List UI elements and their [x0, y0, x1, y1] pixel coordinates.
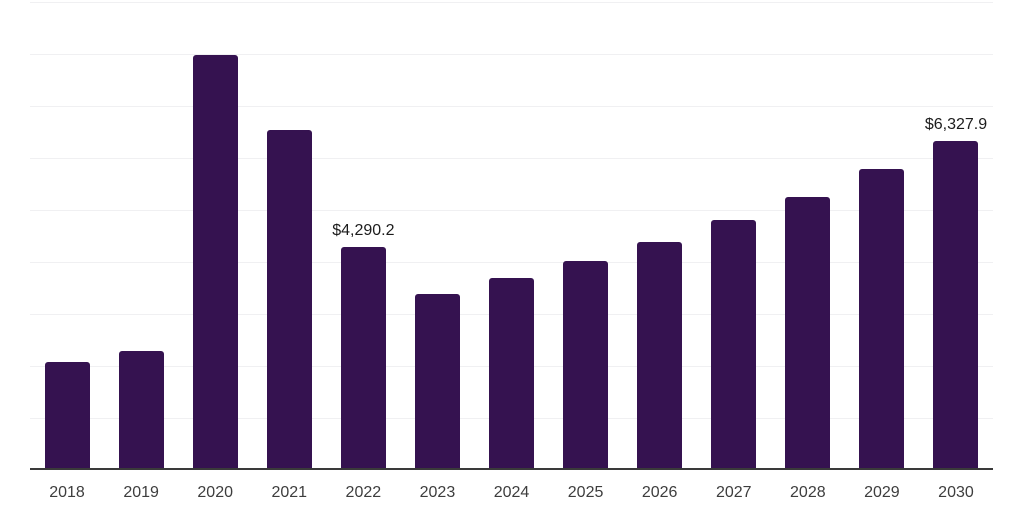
bar-column-2026: [623, 2, 697, 470]
bar-2020[interactable]: [192, 55, 238, 470]
bar-column-2020: [178, 2, 252, 470]
bar-column-2018: [30, 2, 104, 470]
bar-2023[interactable]: [414, 293, 460, 470]
x-tick-2022: 2022: [345, 484, 382, 501]
bar-2022[interactable]: [340, 246, 386, 470]
gridline: [30, 2, 993, 3]
x-tick-2026: 2026: [641, 484, 678, 501]
bars-container: $4,290.2 $6,327.9: [30, 2, 993, 470]
bar-column-2030: $6,327.9: [919, 2, 993, 470]
x-tick-2024: 2024: [493, 484, 530, 501]
bar-column-2029: [845, 2, 919, 470]
bar-2029[interactable]: [859, 168, 905, 470]
bar-2028[interactable]: [785, 197, 831, 470]
x-tick-2028: 2028: [790, 484, 826, 501]
bar-2019[interactable]: [118, 351, 164, 470]
gridline: [30, 210, 993, 211]
x-tick-2030: 2030: [938, 484, 974, 501]
gridline: [30, 262, 993, 264]
bar-column-2028: [771, 2, 845, 470]
bar-2021[interactable]: [266, 129, 312, 470]
bar-2018[interactable]: [44, 361, 90, 470]
bar-column-2021: [252, 2, 326, 470]
bar-2026[interactable]: [637, 241, 683, 470]
plot-area: $4,290.2 $6,327.9: [30, 2, 993, 470]
x-tick-2021: 2021: [271, 484, 308, 501]
bar-column-2024: [474, 2, 548, 470]
bar-column-2023: [400, 2, 474, 470]
x-tick-2025: 2025: [567, 484, 604, 501]
bar-2025[interactable]: [563, 260, 609, 470]
bar-2024[interactable]: [489, 278, 534, 470]
bar-value-label-2022: $4,290.2: [332, 221, 395, 239]
bar-2027[interactable]: [711, 219, 757, 470]
bar-column-2022: $4,290.2: [326, 2, 400, 470]
bar-column-2025: [549, 2, 623, 470]
x-tick-2029: 2029: [864, 484, 900, 501]
bar-column-2019: [104, 2, 178, 470]
bar-2030[interactable]: [933, 140, 979, 470]
gridline: [30, 158, 993, 160]
x-axis-tick-labels: 2018 2019 2020 2021 2022 2023 2024 2025 2026 2027…: [30, 470, 993, 512]
x-tick-2019: 2019: [123, 484, 159, 501]
bar-column-2027: [697, 2, 771, 470]
gridline: [30, 54, 993, 56]
bar-value-label-2030: $6,327.9: [924, 115, 988, 133]
x-tick-2027: 2027: [715, 484, 752, 501]
x-tick-2018: 2018: [49, 484, 85, 501]
x-axis-line: [30, 468, 993, 470]
x-tick-2023: 2023: [419, 484, 456, 501]
gridline: [30, 106, 993, 107]
x-tick-2020: 2020: [197, 484, 233, 501]
